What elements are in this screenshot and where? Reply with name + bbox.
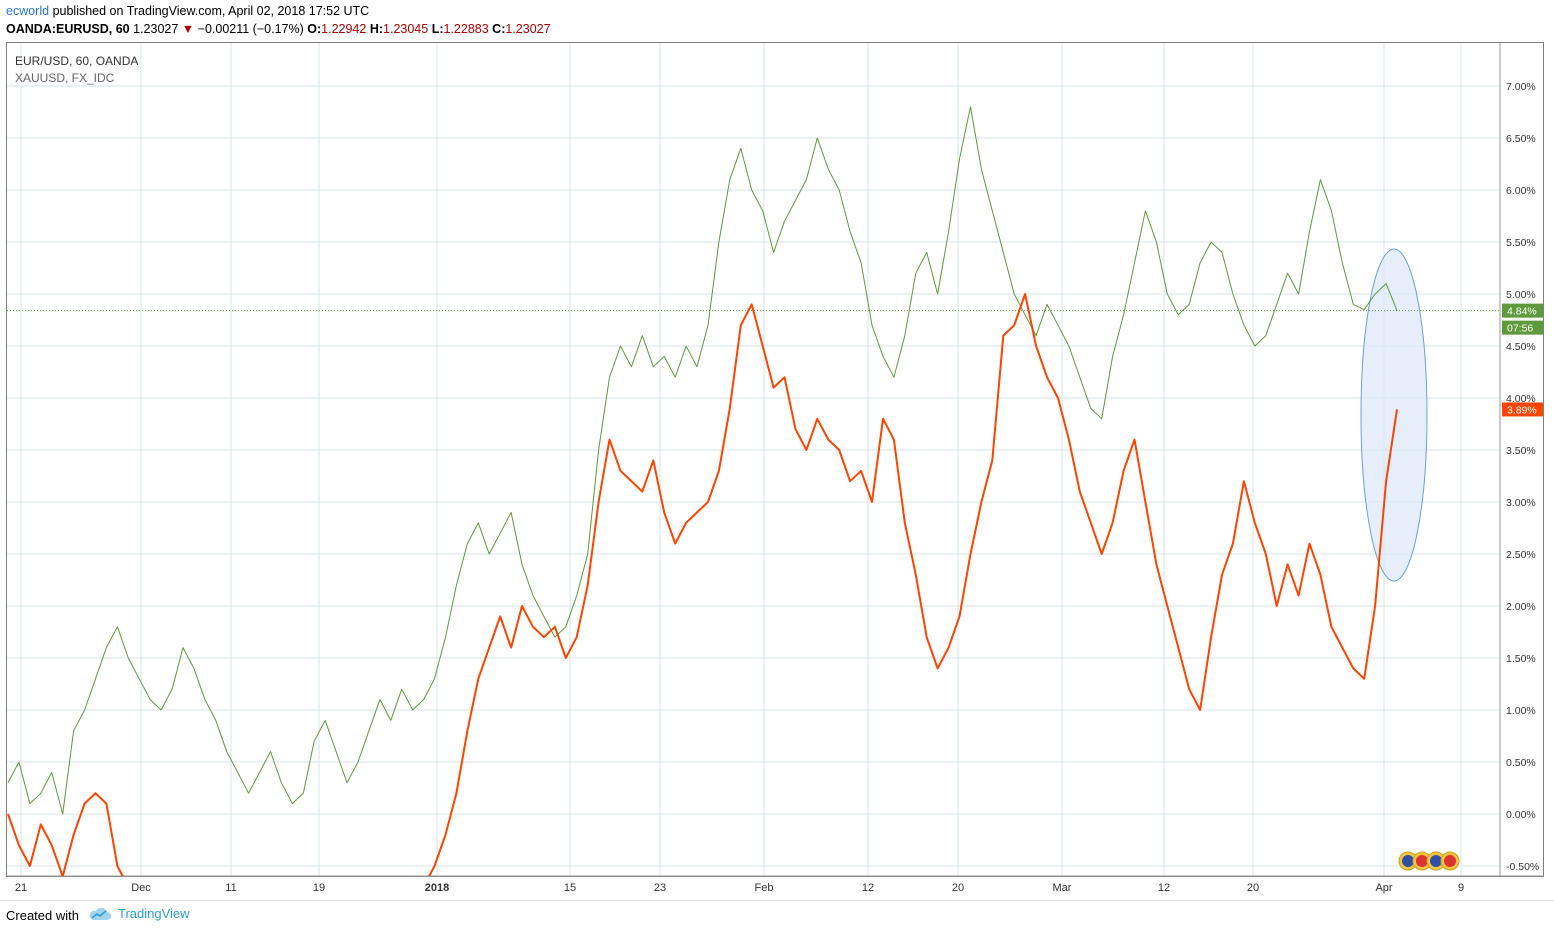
legend-eurusd[interactable]: EUR/USD, 60, OANDA xyxy=(15,54,139,68)
author-link[interactable]: ecworld xyxy=(6,4,50,18)
chart-canvas[interactable]: 7.00% 6.50% 6.00% 5.50% 5.00% 4.50% 4.00% 3.50%… xyxy=(0,0,1554,900)
xauusd-countdown-label: 07:56 xyxy=(1507,323,1533,335)
symbol-info: OANDA:EURUSD, 60 1.23027 ▼ −0.00211 (−0.… xyxy=(6,22,551,36)
x-tick-label: 12 xyxy=(1158,882,1170,894)
x-tick-label: 11 xyxy=(225,882,236,894)
y-tick-label: 3.50% xyxy=(1506,445,1536,457)
open-label: O: xyxy=(307,22,322,36)
y-tick-label: 0.00% xyxy=(1506,809,1536,821)
tradingview-cloud-icon xyxy=(89,907,111,920)
tradingview-link[interactable]: TradingView xyxy=(88,906,190,921)
x-tick-label: 20 xyxy=(1247,882,1259,894)
low-value: 1.22883 xyxy=(443,22,489,36)
x-tick-label: Mar xyxy=(1053,882,1072,894)
triangle-down-icon: ▼ xyxy=(181,22,195,36)
eurusd-last-label: 3.89% xyxy=(1507,404,1537,416)
x-tick-label: 2018 xyxy=(425,882,449,894)
eurusd-last-label-bg xyxy=(1502,402,1543,417)
created-with-text: Created with xyxy=(6,908,79,923)
y-tick-label: -0.50% xyxy=(1506,861,1539,873)
open-value: 1.22942 xyxy=(321,22,367,36)
y-tick-label: 5.50% xyxy=(1506,237,1536,249)
xauusd-last-label: 4.84% xyxy=(1507,306,1537,318)
x-tick-label: Feb xyxy=(755,882,774,894)
symbol-name[interactable]: OANDA:EURUSD, 60 xyxy=(6,22,130,36)
chart-legend: EUR/USD, 60, OANDA XAUUSD, FX_IDC xyxy=(15,54,138,88)
y-tick-label: 3.00% xyxy=(1506,497,1536,509)
publish-info: ecworld published on TradingView.com, Ap… xyxy=(6,4,369,18)
y-tick-label: 4.50% xyxy=(1506,341,1536,353)
header-bar: ecworld published on TradingView.com, Ap… xyxy=(0,0,1554,42)
footer: Created with TradingView xyxy=(0,900,1554,933)
events-flags-icon[interactable] xyxy=(1396,846,1470,872)
y-tick-label: 6.50% xyxy=(1506,133,1536,145)
y-tick-label: 1.50% xyxy=(1506,653,1536,665)
high-value: 1.23045 xyxy=(383,22,429,36)
close-label: C: xyxy=(492,22,506,36)
x-tick-label: 12 xyxy=(862,882,874,894)
high-label: H: xyxy=(369,22,384,36)
y-tick-label: 0.50% xyxy=(1506,757,1536,769)
published-text: published on TradingView.com, April 02, … xyxy=(52,4,370,18)
y-tick-label: 2.50% xyxy=(1506,549,1536,561)
series-line-eurusd xyxy=(7,293,1398,876)
price-change: −0.00211 (−0.17%) xyxy=(197,22,304,36)
y-tick-label: 2.00% xyxy=(1506,601,1536,613)
x-tick-label: Apr xyxy=(1375,882,1392,894)
y-tick-label: 4.00% xyxy=(1506,393,1536,405)
y-tick-label: 7.00% xyxy=(1506,81,1536,93)
last-price: 1.23027 xyxy=(133,22,179,36)
low-label: L: xyxy=(431,22,444,36)
xauusd-last-label-bg xyxy=(1502,303,1543,318)
x-tick-label: 15 xyxy=(564,882,576,894)
x-tick-label: Dec xyxy=(131,882,151,894)
y-tick-label: 5.00% xyxy=(1506,289,1536,301)
highlight-ellipse xyxy=(1360,248,1428,582)
xauusd-countdown-label-bg xyxy=(1502,320,1543,335)
legend-xauusd[interactable]: XAUUSD, FX_IDC xyxy=(15,71,115,85)
x-tick-label: 23 xyxy=(654,882,666,894)
tradingview-brand: TradingView xyxy=(118,906,190,921)
x-tick-label: 9 xyxy=(1458,882,1464,894)
y-tick-label: 1.00% xyxy=(1506,705,1536,717)
x-tick-label: 20 xyxy=(952,882,964,894)
close-value: 1.23027 xyxy=(505,22,551,36)
x-tick-label: 21 xyxy=(15,882,27,894)
series-line-xauusd xyxy=(7,106,1398,815)
x-tick-label: 19 xyxy=(313,882,325,894)
y-tick-label: 6.00% xyxy=(1506,185,1536,197)
